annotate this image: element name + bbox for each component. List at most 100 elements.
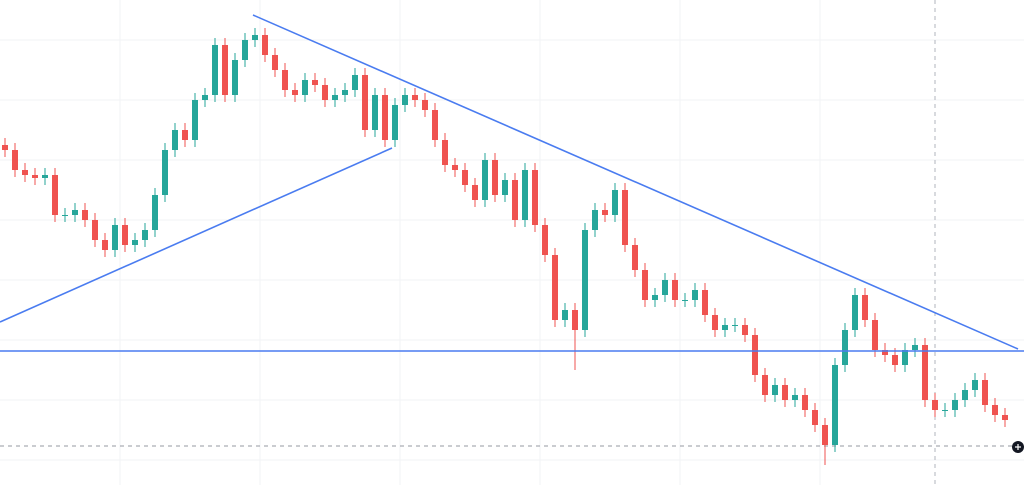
candle-body (902, 350, 908, 365)
candle-body (492, 160, 498, 195)
candle-body (252, 35, 258, 40)
candle-body (832, 365, 838, 445)
candle-body (502, 180, 508, 195)
candle-body (462, 170, 468, 185)
candle-body (312, 80, 318, 85)
candle-body (1002, 415, 1008, 420)
scale-button[interactable] (1012, 441, 1024, 453)
candle-body (672, 280, 678, 300)
candle-body (612, 190, 618, 215)
candle-body (472, 185, 478, 200)
candle-body (652, 295, 658, 300)
candle-body (952, 400, 958, 410)
candle-body (62, 215, 68, 216)
candle-body (292, 90, 298, 95)
candle-body (32, 175, 38, 178)
candle-body (112, 225, 118, 250)
candle-body (232, 60, 238, 95)
candle-body (722, 325, 728, 330)
candle-body (152, 195, 158, 230)
candle-body (662, 280, 668, 295)
candle-body (442, 140, 448, 165)
candle-body (822, 425, 828, 445)
candle-body (322, 85, 328, 100)
candle-body (212, 45, 218, 95)
candle-body (352, 75, 358, 90)
candle-body (552, 255, 558, 320)
candle-body (922, 345, 928, 400)
candle-body (362, 75, 368, 130)
candle-body (632, 245, 638, 270)
candle-body (22, 170, 28, 175)
candle-body (932, 400, 938, 410)
candle-body (282, 70, 288, 90)
candle-body (422, 100, 428, 110)
candle-body (482, 160, 488, 200)
candle-body (272, 55, 278, 70)
candle-body (162, 150, 168, 195)
candle-body (142, 230, 148, 240)
candle-body (862, 295, 868, 320)
candle-body (332, 95, 338, 100)
candle-body (82, 210, 88, 220)
candle-body (132, 240, 138, 245)
candle-body (972, 380, 978, 390)
candle-body (892, 355, 898, 365)
candle-body (622, 190, 628, 245)
trend-line (252, 14, 1019, 350)
candle-body (782, 385, 788, 400)
candle-body (802, 395, 808, 410)
candle-body (602, 210, 608, 215)
candle-body (412, 95, 418, 100)
candle-body (172, 130, 178, 150)
candle-body (692, 290, 698, 300)
candle-body (572, 310, 578, 330)
candle-body (302, 80, 308, 95)
candle-body (712, 315, 718, 330)
candle-body (222, 45, 228, 95)
candle-body (812, 410, 818, 425)
candle-body (342, 90, 348, 95)
candle-body (762, 375, 768, 395)
trend-line (0, 147, 393, 323)
candle-body (12, 150, 18, 170)
candle-body (72, 210, 78, 215)
candle-body (522, 170, 528, 220)
candle-body (122, 225, 128, 245)
candle-body (882, 350, 888, 355)
candle-body (372, 95, 378, 130)
candle-body (452, 165, 458, 170)
candle-body (182, 130, 188, 140)
candle-body (582, 230, 588, 330)
candle-body (702, 290, 708, 315)
candle-body (192, 100, 198, 140)
candle-body (402, 95, 408, 105)
candle-body (772, 385, 778, 395)
candle-body (202, 95, 208, 100)
candle-body (742, 325, 748, 335)
candle-body (962, 390, 968, 400)
candle-body (262, 35, 268, 55)
candle-body (642, 270, 648, 300)
candle-body (52, 175, 58, 215)
candle-body (592, 210, 598, 230)
candle-body (872, 320, 878, 350)
candle-body (682, 300, 688, 301)
candle-body (732, 325, 738, 326)
candle-body (792, 395, 798, 400)
candle-body (982, 380, 988, 405)
candle-body (842, 330, 848, 365)
candle-body (2, 145, 8, 150)
candle-body (542, 225, 548, 255)
candle-body (752, 335, 758, 375)
candle-body (42, 175, 48, 178)
candle-body (382, 95, 388, 140)
candle-body (242, 40, 248, 60)
candle-body (912, 345, 918, 350)
candle-body (562, 310, 568, 320)
candle-body (92, 220, 98, 240)
candle-body (992, 405, 998, 415)
